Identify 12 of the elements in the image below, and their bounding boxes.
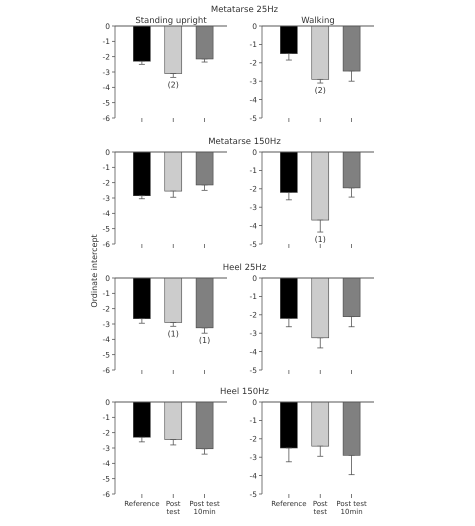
text: Heel 25Hz (222, 263, 267, 273)
chart-subtitle: Walking (301, 16, 335, 26)
text: Metatarse 25Hz (210, 5, 279, 15)
annotation: (2) (314, 86, 326, 96)
text: Metatarse 150Hz (208, 137, 282, 147)
annotation: (1) (168, 329, 179, 338)
annotation: (1) (314, 235, 326, 244)
text: Heel 150Hz (220, 387, 270, 397)
y-axis-title: Ordinate intercept (90, 234, 99, 308)
chart-subtitle: Standing upright (135, 16, 208, 26)
annotation: (1) (198, 336, 210, 346)
annotation: (2) (168, 80, 179, 90)
